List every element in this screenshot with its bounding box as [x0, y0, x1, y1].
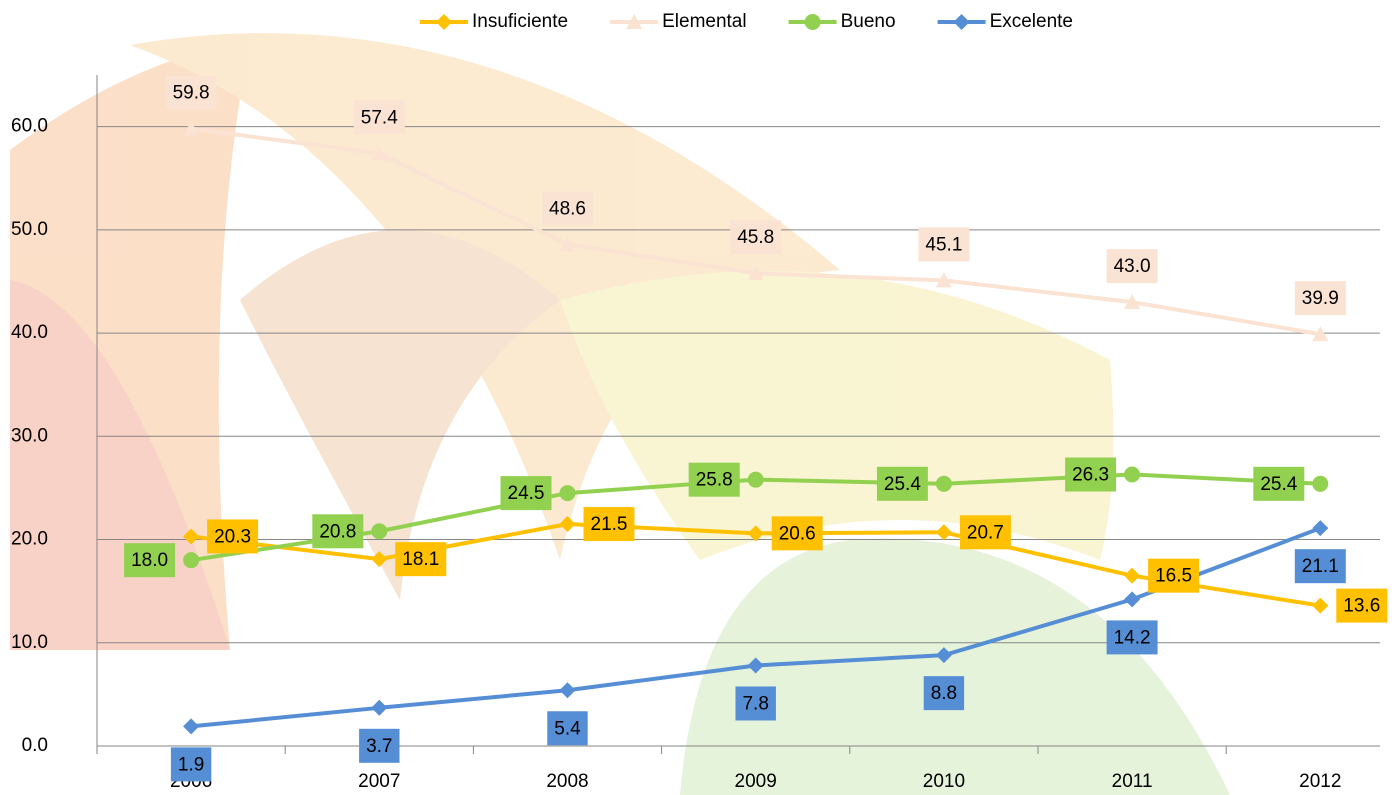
data-label: 48.6	[542, 191, 593, 225]
data-label: 21.1	[1295, 549, 1346, 583]
data-point	[371, 523, 387, 539]
data-label: 59.8	[166, 76, 217, 110]
data-point	[1312, 598, 1328, 614]
x-tick-label: 2008	[546, 771, 588, 792]
data-label: 20.7	[960, 515, 1011, 549]
data-label: 39.9	[1295, 281, 1346, 315]
data-point	[1312, 476, 1328, 492]
data-label-text: 20.8	[319, 521, 356, 542]
data-point	[183, 718, 199, 734]
data-point	[183, 552, 199, 568]
data-label-text: 48.6	[549, 198, 586, 219]
data-label: 25.4	[877, 467, 928, 501]
data-label-text: 39.9	[1302, 288, 1339, 309]
data-label: 14.2	[1107, 620, 1158, 654]
data-point	[371, 700, 387, 716]
data-label: 7.8	[735, 686, 775, 720]
data-point	[936, 476, 952, 492]
data-label-text: 7.8	[742, 693, 768, 714]
y-tick-label: 60.0	[11, 116, 48, 137]
data-label-text: 45.1	[925, 234, 962, 255]
x-tick-label: 2011	[1112, 771, 1153, 792]
data-label-text: 25.4	[884, 474, 921, 495]
data-label-text: 8.8	[931, 683, 957, 704]
data-label-text: 26.3	[1072, 465, 1109, 486]
data-label: 18.0	[124, 543, 175, 577]
y-tick-label: 40.0	[11, 322, 48, 343]
legend-label: Insuficiente	[472, 11, 568, 32]
legend-label: Elemental	[662, 11, 747, 32]
data-label: 16.5	[1148, 559, 1199, 593]
data-point	[560, 682, 576, 698]
legend-label: Excelente	[990, 11, 1073, 32]
x-tick-label: 2007	[358, 771, 400, 792]
data-label: 26.3	[1065, 458, 1116, 492]
data-label-text: 24.5	[508, 483, 545, 504]
data-label-text: 1.9	[178, 754, 204, 775]
data-label: 8.8	[924, 676, 964, 710]
data-label-text: 18.1	[402, 549, 439, 570]
y-tick-label: 30.0	[11, 425, 48, 446]
data-label-text: 14.2	[1114, 627, 1151, 648]
data-point	[560, 485, 576, 501]
data-label: 43.0	[1107, 249, 1158, 283]
page: 0.010.020.030.040.050.060.02006200720082…	[0, 0, 1399, 795]
data-label: 25.8	[689, 463, 740, 497]
data-label: 20.8	[312, 514, 363, 548]
legend-marker	[805, 14, 821, 30]
data-label-text: 5.4	[554, 718, 581, 739]
data-label: 45.8	[730, 220, 781, 254]
y-tick-label: 10.0	[11, 632, 48, 653]
x-tick-label: 2012	[1299, 771, 1341, 792]
x-tick-label: 2010	[923, 771, 965, 792]
legend-marker	[436, 14, 452, 30]
legend: Insuficiente Elemental Bueno Excelente	[420, 11, 1073, 32]
data-point	[1124, 568, 1140, 584]
data-label: 20.6	[772, 516, 823, 550]
y-tick-label: 0.0	[22, 735, 48, 756]
data-label-text: 25.8	[696, 470, 733, 491]
data-label-text: 57.4	[361, 107, 398, 128]
data-label: 3.7	[359, 729, 399, 763]
data-label: 5.4	[547, 711, 587, 745]
data-label: 18.1	[395, 542, 446, 576]
y-tick-label: 20.0	[11, 529, 48, 550]
legend-marker	[954, 14, 970, 30]
y-tick-label: 50.0	[11, 219, 48, 240]
data-label-text: 59.8	[173, 83, 210, 104]
data-label-text: 21.5	[591, 514, 628, 535]
data-point	[1124, 591, 1140, 607]
data-label: 13.6	[1336, 589, 1387, 623]
data-label: 57.4	[354, 100, 405, 134]
data-label-text: 13.6	[1343, 596, 1380, 617]
data-point	[1124, 467, 1140, 483]
data-label: 24.5	[501, 476, 552, 510]
data-label-text: 16.5	[1155, 566, 1192, 587]
data-label-text: 45.8	[737, 227, 774, 248]
data-label-text: 43.0	[1114, 256, 1151, 277]
data-label: 45.1	[918, 227, 969, 261]
chart: 0.010.020.030.040.050.060.02006200720082…	[0, 0, 1399, 795]
data-point	[748, 472, 764, 488]
data-point	[936, 524, 952, 540]
data-point	[1312, 520, 1328, 536]
data-label-text: 20.7	[967, 522, 1004, 543]
data-label: 21.5	[584, 507, 635, 541]
background-decoration	[10, 33, 1230, 795]
data-label-text: 20.3	[214, 526, 251, 547]
data-label: 1.9	[171, 747, 211, 781]
data-label: 20.3	[207, 519, 258, 553]
data-label: 25.4	[1253, 467, 1304, 501]
data-label-text: 21.1	[1302, 556, 1339, 577]
data-label-text: 18.0	[131, 550, 168, 571]
legend-label: Bueno	[841, 11, 896, 32]
data-label-text: 3.7	[366, 736, 392, 757]
decor-shape	[560, 271, 1113, 560]
x-tick-label: 2009	[735, 771, 777, 792]
data-label-text: 25.4	[1260, 474, 1297, 495]
data-label-text: 20.6	[779, 523, 816, 544]
